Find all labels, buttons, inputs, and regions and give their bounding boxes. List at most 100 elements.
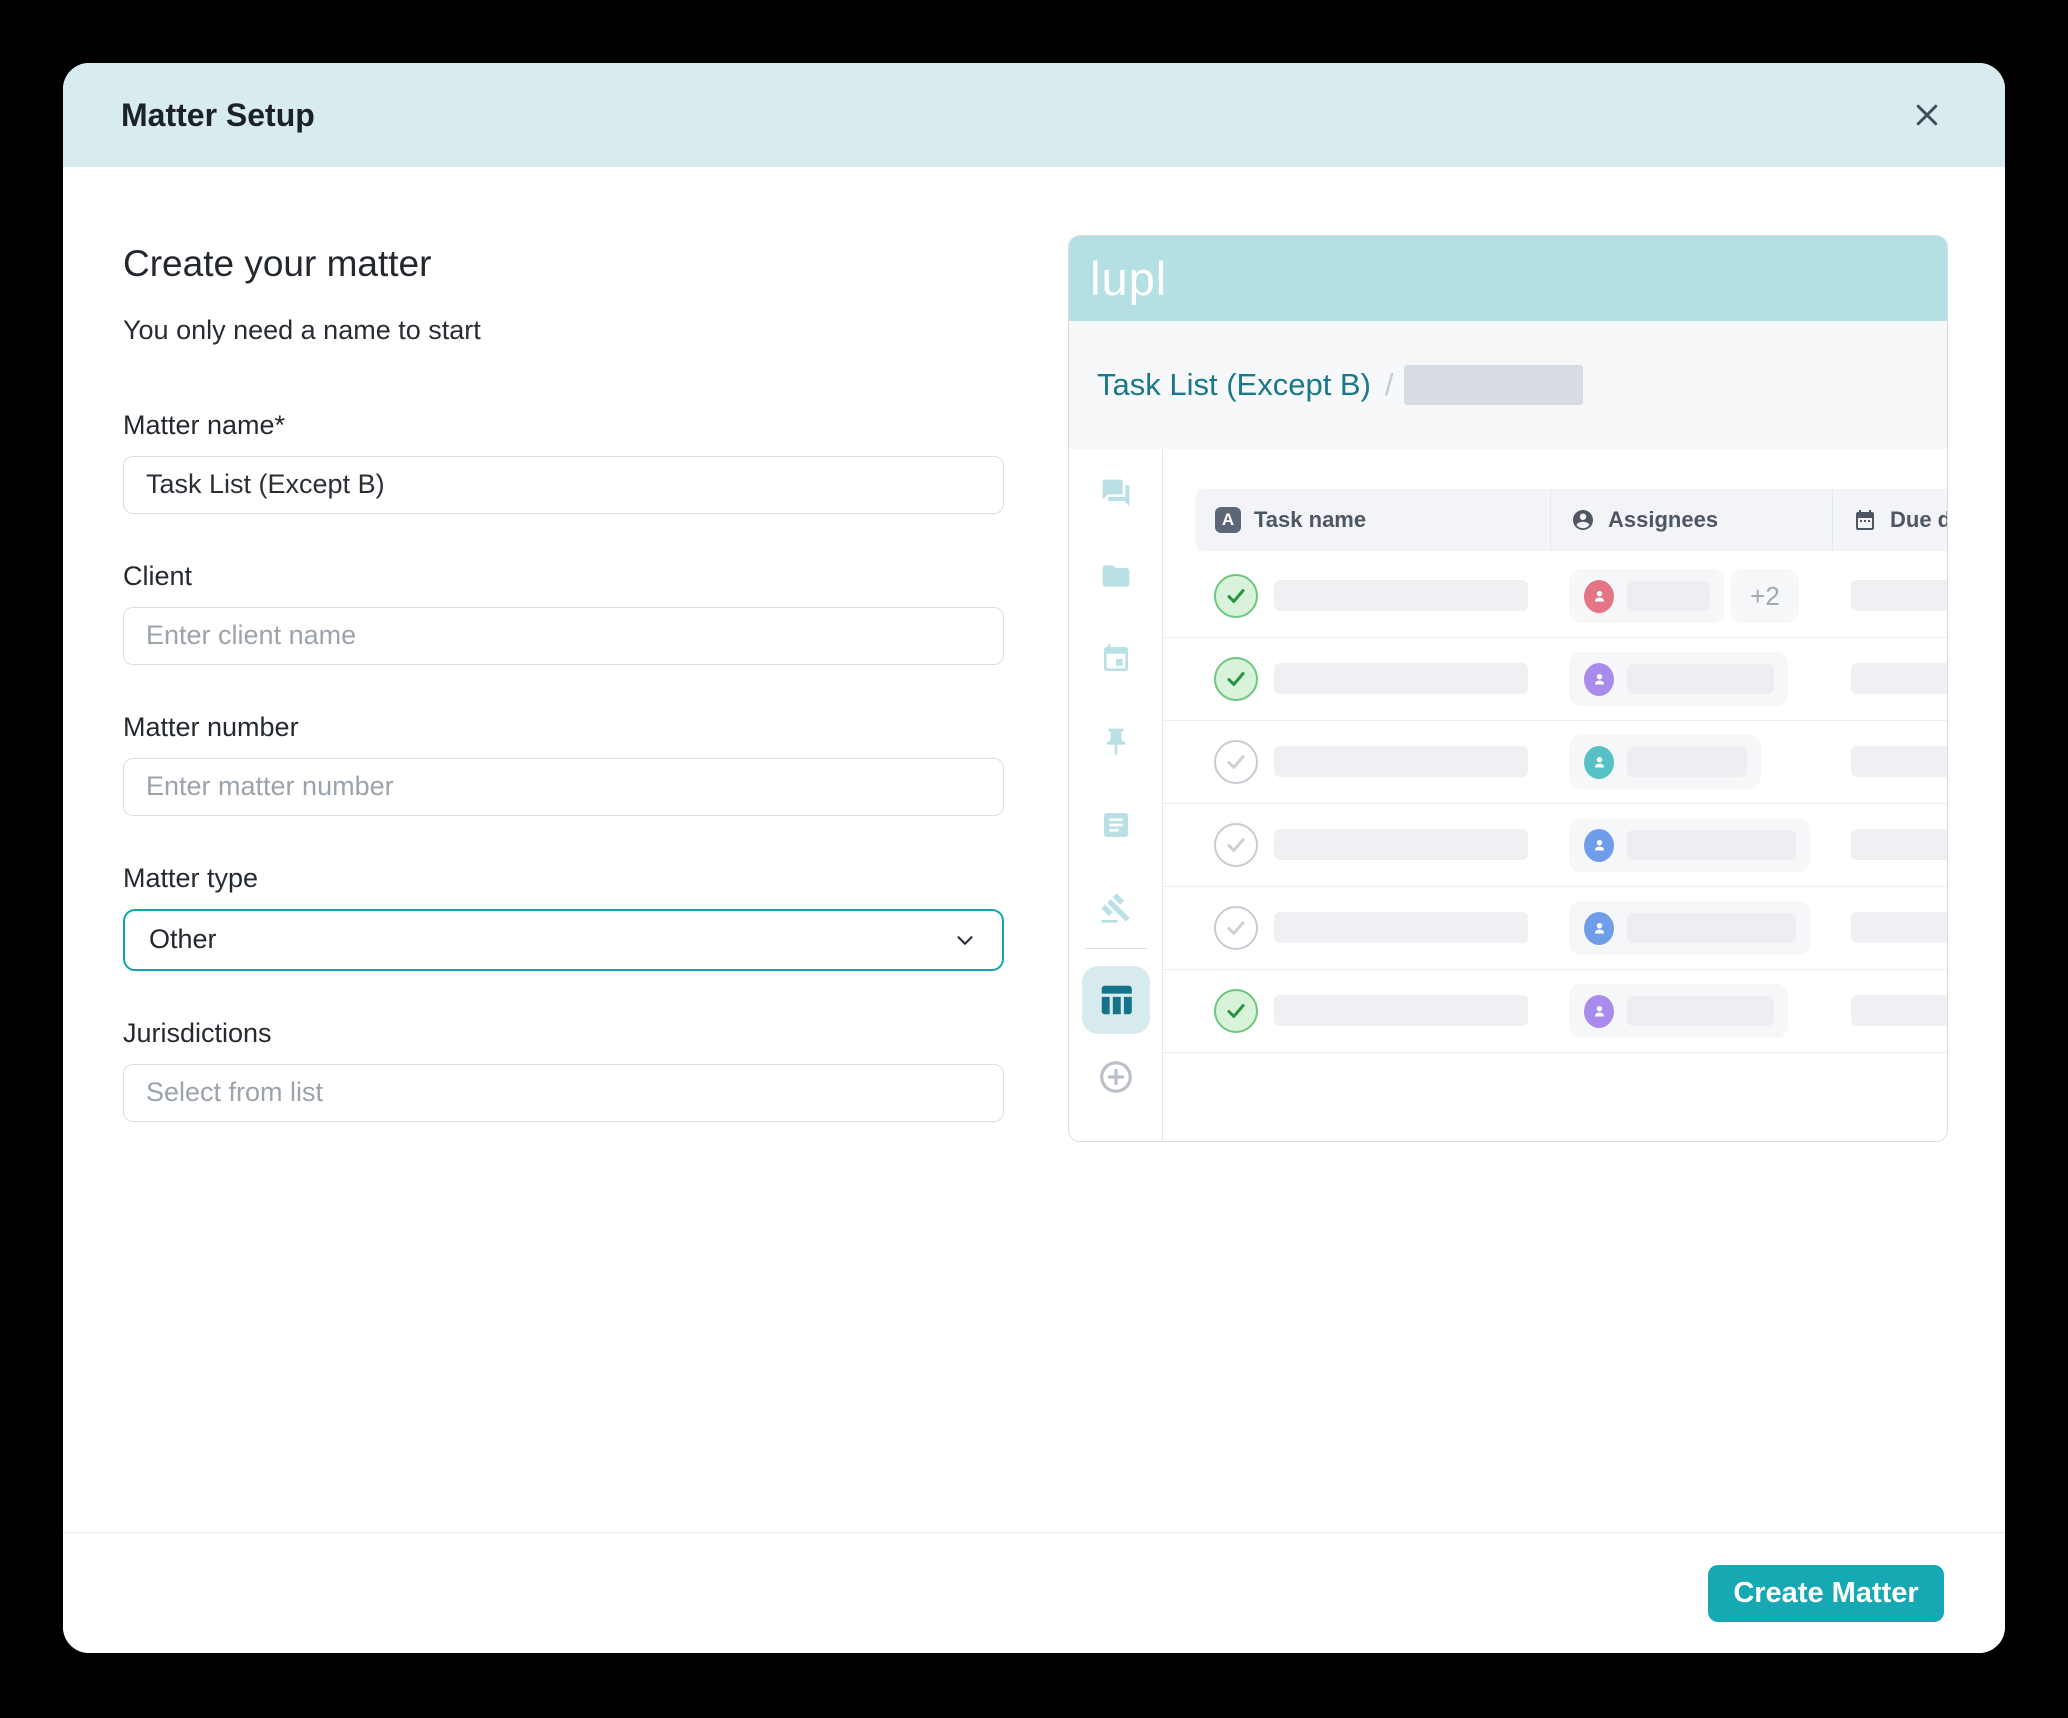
- assignee-chip: [1569, 818, 1810, 872]
- column-task-name-label: Task name: [1254, 507, 1367, 532]
- column-due-date-label: Due d: [1890, 507, 1947, 532]
- task-check-icon: [1214, 657, 1258, 701]
- due-date-placeholder: [1851, 663, 1947, 694]
- form-heading: Create your matter: [123, 243, 432, 284]
- due-date-placeholder: [1851, 829, 1947, 860]
- jurisdictions-input[interactable]: [123, 1063, 1004, 1122]
- add-icon: [1099, 1061, 1132, 1093]
- breadcrumb-placeholder: [1403, 365, 1583, 405]
- task-rows: +2: [1163, 555, 1947, 1053]
- avatar: [1584, 828, 1614, 862]
- avatar: [1584, 994, 1614, 1028]
- task-name-placeholder: [1274, 829, 1528, 860]
- assignee-name-placeholder: [1627, 996, 1774, 1026]
- client-label: Client: [123, 560, 193, 591]
- task-row: [1163, 804, 1947, 887]
- form-subheading: You only need a name to start: [123, 314, 481, 345]
- calendar-icon: [1856, 510, 1874, 530]
- assignee-name-placeholder: [1627, 581, 1710, 611]
- modal-footer: Create Matter: [63, 1532, 2005, 1653]
- sidebar-item-table-active: [1081, 966, 1150, 1034]
- assignee-name-placeholder: [1627, 830, 1796, 860]
- create-matter-button[interactable]: Create Matter: [1708, 1564, 1944, 1622]
- client-group: Client: [123, 561, 1004, 665]
- avatar: [1584, 579, 1614, 613]
- matter-number-group: Matter number: [123, 712, 1004, 816]
- matter-name-group: Matter name*: [123, 410, 1004, 514]
- close-button[interactable]: [1907, 95, 1947, 135]
- due-date-placeholder: [1851, 912, 1947, 943]
- chat-icon: [1102, 479, 1129, 507]
- avatar: [1584, 662, 1614, 696]
- text-field-icon: A: [1215, 507, 1241, 533]
- task-check-icon: [1214, 989, 1258, 1033]
- assignee-name-placeholder: [1627, 913, 1796, 943]
- preview-header: lupl: [1069, 236, 1947, 321]
- task-name-placeholder: [1274, 580, 1528, 611]
- task-name-placeholder: [1274, 746, 1528, 777]
- close-icon: [1916, 104, 1938, 126]
- task-name-placeholder: [1274, 912, 1528, 943]
- matter-type-select[interactable]: Other: [123, 908, 1004, 971]
- assignee-chip: [1569, 984, 1788, 1038]
- task-name-placeholder: [1274, 995, 1528, 1026]
- matter-number-label: Matter number: [123, 711, 299, 742]
- column-assignees-label: Assignees: [1608, 507, 1719, 532]
- breadcrumb: Task List (Except B) /: [1069, 321, 1947, 449]
- breadcrumb-separator: /: [1384, 367, 1394, 402]
- matter-setup-modal: Matter Setup Create your matter You only…: [63, 63, 2005, 1653]
- task-row: [1163, 887, 1947, 970]
- lupl-logo: lupl: [1090, 252, 1168, 305]
- task-row: +2: [1163, 555, 1947, 638]
- task-check-icon: [1214, 823, 1258, 867]
- table-header-row: A Task name Assignees Due d: [1195, 489, 1947, 551]
- client-input[interactable]: [123, 606, 1004, 665]
- gavel-icon: [1100, 893, 1130, 923]
- task-row: [1163, 721, 1947, 804]
- person-icon: [1573, 510, 1593, 530]
- column-task-name: A Task name: [1195, 489, 1550, 551]
- assignee-chip: [1569, 735, 1761, 789]
- matter-number-input[interactable]: [123, 757, 1004, 816]
- matter-name-label: Matter name*: [123, 409, 286, 440]
- avatar: [1584, 745, 1614, 779]
- assignee-name-placeholder: [1627, 664, 1774, 694]
- task-table: A Task name Assignees Due d: [1163, 449, 1947, 1141]
- extra-assignees-badge: +2: [1731, 569, 1799, 623]
- chevron-down-icon: [957, 935, 973, 945]
- table-icon: [1101, 985, 1132, 1015]
- matter-name-input[interactable]: [123, 455, 1004, 514]
- preview-sidebar: [1069, 449, 1163, 1141]
- column-due-date: Due d: [1832, 489, 1947, 551]
- preview-body: A Task name Assignees Due d: [1069, 449, 1947, 1141]
- create-matter-form: Create your matter You only need a name …: [123, 167, 1004, 1122]
- modal-title: Matter Setup: [121, 96, 315, 133]
- modal-header: Matter Setup: [63, 63, 2005, 167]
- task-row: [1163, 638, 1947, 721]
- due-date-placeholder: [1851, 995, 1947, 1026]
- task-name-placeholder: [1274, 663, 1528, 694]
- assignee-chip: [1569, 901, 1810, 955]
- column-assignees: Assignees: [1550, 489, 1832, 551]
- jurisdictions-group: Jurisdictions: [123, 1018, 1004, 1122]
- jurisdictions-label: Jurisdictions: [123, 1017, 272, 1048]
- notes-icon: [1103, 813, 1128, 837]
- task-check-icon: [1214, 740, 1258, 784]
- task-check-icon: [1214, 906, 1258, 950]
- due-date-placeholder: [1851, 746, 1947, 777]
- sidebar-divider: [1084, 948, 1147, 949]
- matter-type-group: Matter type Other: [123, 863, 1004, 971]
- matter-type-value: Other: [149, 924, 217, 955]
- task-row: [1163, 970, 1947, 1053]
- breadcrumb-current: Task List (Except B): [1097, 367, 1371, 402]
- matter-preview-panel: lupl Task List (Except B) /: [1068, 235, 1948, 1142]
- calendar-icon: [1103, 644, 1128, 671]
- matter-type-label: Matter type: [123, 862, 259, 893]
- assignee-name-placeholder: [1627, 747, 1747, 777]
- folder-icon: [1102, 565, 1129, 587]
- avatar: [1584, 911, 1614, 945]
- assignee-chip: [1569, 652, 1788, 706]
- assignee-chip: [1569, 569, 1724, 623]
- pin-icon: [1106, 728, 1125, 756]
- task-check-icon: [1214, 574, 1258, 618]
